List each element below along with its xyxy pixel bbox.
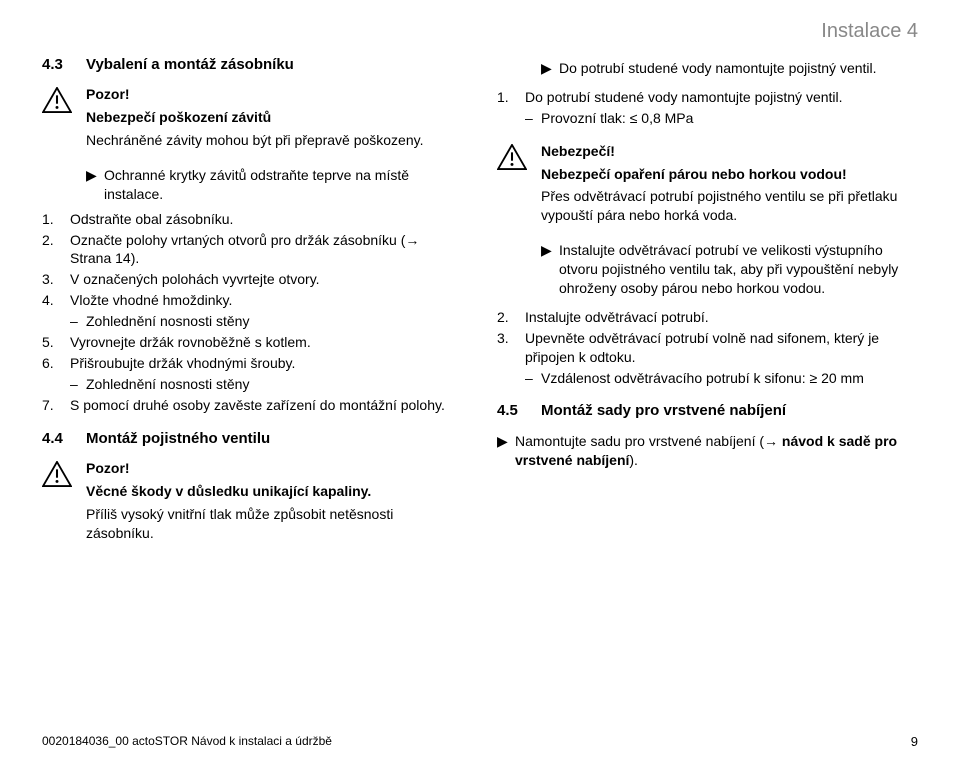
warning-1-text: Nechráněné závity mohou být při přepravě…: [86, 131, 463, 150]
dash-text: Zohlednění nosnosti stěny: [86, 312, 249, 331]
list-sub-dash: –Provozní tlak: ≤ 0,8 MPa: [525, 109, 918, 128]
page-footer: 0020184036_00 actoSTOR Návod k instalaci…: [42, 733, 918, 751]
dash-text: Provozní tlak: ≤ 0,8 MPa: [541, 109, 693, 128]
top-action-text: Do potrubí studené vody namontujte pojis…: [559, 59, 877, 78]
warning-3-text: Přes odvětrávací potrubí pojistného vent…: [541, 187, 918, 225]
dash-text: Zohlednění nosnosti stěny: [86, 375, 249, 394]
section-4-3-heading: 4.3 Vybalení a montáž zásobníku: [42, 55, 463, 75]
dash-marker-icon: –: [525, 369, 541, 388]
warning-2-subtitle: Věcné škody v důsledku unikající kapalin…: [86, 482, 463, 501]
footer-doc-id: 0020184036_00 actoSTOR Návod k instalaci…: [42, 733, 332, 751]
triangle-marker-icon: ▶: [86, 166, 104, 204]
list-item: 5.Vyrovnejte držák rovnoběžně s kotlem.: [42, 333, 463, 352]
triangle-marker-icon: ▶: [497, 432, 515, 470]
triangle-marker-icon: ▶: [541, 59, 559, 78]
list-sub-dash: –Vzdálenost odvětrávacího potrubí k sifo…: [525, 369, 918, 388]
step-text: Označte polohy vrtaných otvorů pro držák…: [70, 231, 463, 269]
left-column: 4.3 Vybalení a montáž zásobníku Pozor! N…: [42, 55, 463, 558]
list-item: 4.Vložte vhodné hmoždinky.: [42, 291, 463, 310]
warning-3-subtitle: Nebezpečí opaření párou nebo horkou vodo…: [541, 165, 918, 184]
txt-a: Namontujte sadu pro vrstvené nabíjení (→: [515, 433, 782, 449]
section-45-action: ▶ Namontujte sadu pro vrstvené nabíjení …: [497, 432, 918, 470]
step-text: Do potrubí studené vody namontujte pojis…: [525, 88, 918, 107]
right-column: ▶ Do potrubí studené vody namontujte poj…: [497, 55, 918, 558]
list-item: 6.Přišroubujte držák vhodnými šrouby.: [42, 354, 463, 373]
step-text: Odstraňte obal zásobníku.: [70, 210, 463, 229]
top-action: ▶ Do potrubí studené vody namontujte poj…: [541, 59, 918, 78]
warning-box-2: Pozor! Věcné škody v důsledku unikající …: [42, 459, 463, 547]
section-4-4-heading: 4.4 Montáž pojistného ventilu: [42, 429, 463, 449]
list-item: 3.V označených polohách vyvrtejte otvory…: [42, 270, 463, 289]
step-text: Vyrovnejte držák rovnoběžně s kotlem.: [70, 333, 463, 352]
dash-marker-icon: –: [525, 109, 541, 128]
section-4-5-title: Montáž sady pro vrstvené nabíjení: [541, 401, 786, 421]
content-columns: 4.3 Vybalení a montáž zásobníku Pozor! N…: [42, 55, 918, 558]
warning-1-body: Pozor! Nebezpečí poškození závitů Nechrá…: [86, 85, 463, 154]
step-text: Instalujte odvětrávací potrubí.: [525, 308, 918, 327]
ordered-list-44b: 2.Instalujte odvětrávací potrubí. 3.Upev…: [497, 308, 918, 388]
step-text: V označených polohách vyvrtejte otvory.: [70, 270, 463, 289]
section-4-5-heading: 4.5 Montáž sady pro vrstvené nabíjení: [497, 401, 918, 421]
ordered-list-43: 1.Odstraňte obal zásobníku. 2.Označte po…: [42, 210, 463, 415]
list-item: 1.Do potrubí studené vody namontujte poj…: [497, 88, 918, 107]
list-sub-dash: –Zohlednění nosnosti stěny: [70, 312, 463, 331]
section-4-5-number: 4.5: [497, 401, 541, 421]
warning-3-action-text: Instalujte odvětrávací potrubí ve veliko…: [559, 241, 918, 298]
section-45-action-text: Namontujte sadu pro vrstvené nabíjení (→…: [515, 432, 918, 470]
list-item: 1.Odstraňte obal zásobníku.: [42, 210, 463, 229]
warning-1-title: Pozor!: [86, 85, 463, 104]
warning-2-body: Pozor! Věcné škody v důsledku unikající …: [86, 459, 463, 547]
warning-icon: [42, 85, 86, 154]
warning-2-text: Příliš vysoký vnitřní tlak může způsobit…: [86, 505, 463, 543]
list-item: 2.Označte polohy vrtaných otvorů pro drž…: [42, 231, 463, 269]
footer-page-number: 9: [911, 733, 918, 751]
txt-c: ).: [629, 452, 638, 468]
warning-icon: [497, 142, 541, 230]
list-item: 2.Instalujte odvětrávací potrubí.: [497, 308, 918, 327]
dash-marker-icon: –: [70, 312, 86, 331]
warning-1-action-text: Ochranné krytky závitů odstraňte teprve …: [104, 166, 463, 204]
warning-1-subtitle: Nebezpečí poškození závitů: [86, 108, 463, 127]
section-4-4-title: Montáž pojistného ventilu: [86, 429, 270, 449]
dash-text: Vzdálenost odvětrávacího potrubí k sifon…: [541, 369, 864, 388]
warning-2-title: Pozor!: [86, 459, 463, 478]
ordered-list-44: 1.Do potrubí studené vody namontujte poj…: [497, 88, 918, 128]
step-text: Upevněte odvětrávací potrubí volně nad s…: [525, 329, 918, 367]
list-item: 3.Upevněte odvětrávací potrubí volně nad…: [497, 329, 918, 367]
warning-box-1: Pozor! Nebezpečí poškození závitů Nechrá…: [42, 85, 463, 154]
step-text: Přišroubujte držák vhodnými šrouby.: [70, 354, 463, 373]
dash-marker-icon: –: [70, 375, 86, 394]
warning-3-body: Nebezpečí! Nebezpečí opaření párou nebo …: [541, 142, 918, 230]
warning-icon: [42, 459, 86, 547]
section-4-3-number: 4.3: [42, 55, 86, 75]
step-text: Vložte vhodné hmoždinky.: [70, 291, 463, 310]
warning-box-3: Nebezpečí! Nebezpečí opaření párou nebo …: [497, 142, 918, 230]
chapter-header: Instalace 4: [42, 18, 918, 45]
step-text: S pomocí druhé osoby zavěste zařízení do…: [70, 396, 463, 415]
section-4-3-title: Vybalení a montáž zásobníku: [86, 55, 294, 75]
section-4-4-number: 4.4: [42, 429, 86, 449]
list-item: 7.S pomocí druhé osoby zavěste zařízení …: [42, 396, 463, 415]
warning-3-title: Nebezpečí!: [541, 142, 918, 161]
warning-1-action: ▶ Ochranné krytky závitů odstraňte teprv…: [86, 166, 463, 204]
warning-3-action: ▶ Instalujte odvětrávací potrubí ve veli…: [541, 241, 918, 298]
triangle-marker-icon: ▶: [541, 241, 559, 298]
list-sub-dash: –Zohlednění nosnosti stěny: [70, 375, 463, 394]
